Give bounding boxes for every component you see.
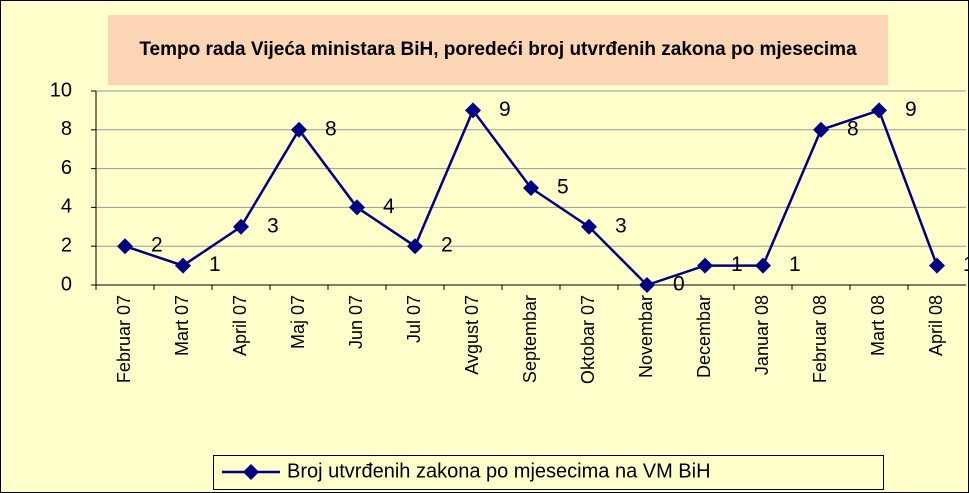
- x-tick-label: Novembar: [636, 295, 656, 378]
- data-label: 2: [151, 234, 163, 257]
- x-tick-label: April 08: [926, 295, 946, 356]
- data-point: [407, 238, 423, 255]
- x-tick-label: Mart 07: [172, 295, 192, 356]
- data-label: 8: [325, 117, 337, 140]
- data-label: 1: [789, 253, 801, 276]
- data-point: [465, 102, 481, 119]
- x-tick-label: Jun 07: [346, 295, 366, 349]
- x-tick-label: Februar 07: [114, 295, 134, 383]
- y-tick-label: 6: [61, 157, 72, 179]
- x-tick-label: Februar 08: [810, 295, 830, 383]
- data-point: [697, 257, 713, 274]
- data-label: 0: [673, 273, 685, 296]
- data-label: 8: [847, 117, 859, 140]
- x-tick-label: Januar 08: [752, 295, 772, 375]
- data-point: [175, 257, 191, 274]
- data-label: 9: [499, 98, 511, 121]
- x-tick-label: Mart 08: [868, 295, 888, 356]
- y-tick-label: 8: [61, 118, 72, 140]
- legend-label: Broj utvrđenih zakona po mjesecima na VM…: [287, 460, 711, 482]
- x-tick-label: Oktobar 07: [578, 295, 598, 384]
- data-point: [291, 121, 307, 138]
- x-tick-label: Avgust 07: [462, 295, 482, 375]
- data-label: 9: [905, 98, 917, 121]
- data-point: [871, 102, 887, 119]
- data-point: [117, 238, 133, 255]
- data-point: [233, 218, 249, 235]
- data-point: [929, 257, 945, 274]
- data-point: [755, 257, 771, 274]
- data-label: 4: [383, 195, 395, 218]
- data-label: 3: [267, 214, 279, 237]
- data-point: [639, 277, 655, 293]
- x-tick-label: April 07: [230, 295, 250, 356]
- y-tick-label: 10: [50, 79, 72, 101]
- data-label: 5: [557, 176, 569, 199]
- data-label: 1: [209, 253, 221, 276]
- data-point: [523, 180, 539, 196]
- y-tick-label: 0: [61, 273, 72, 295]
- x-tick-label: Maj 07: [288, 295, 308, 349]
- legend-box: [213, 455, 884, 490]
- data-label: 2: [441, 234, 453, 257]
- data-label: 3: [615, 214, 627, 237]
- data-point: [813, 121, 829, 138]
- data-label: 1: [731, 253, 743, 276]
- data-point: [581, 218, 597, 235]
- y-tick-label: 2: [61, 234, 72, 256]
- chart-title: Tempo rada Vijeća ministara BiH, poredeć…: [108, 15, 888, 85]
- x-tick-label: Septembar: [520, 295, 540, 383]
- legend-marker: [243, 464, 259, 480]
- y-tick-label: 4: [61, 196, 72, 218]
- data-label: 1: [963, 253, 969, 276]
- data-point: [349, 199, 365, 216]
- x-tick-label: Jul 07: [404, 295, 424, 343]
- x-tick-label: Decembar: [694, 295, 714, 378]
